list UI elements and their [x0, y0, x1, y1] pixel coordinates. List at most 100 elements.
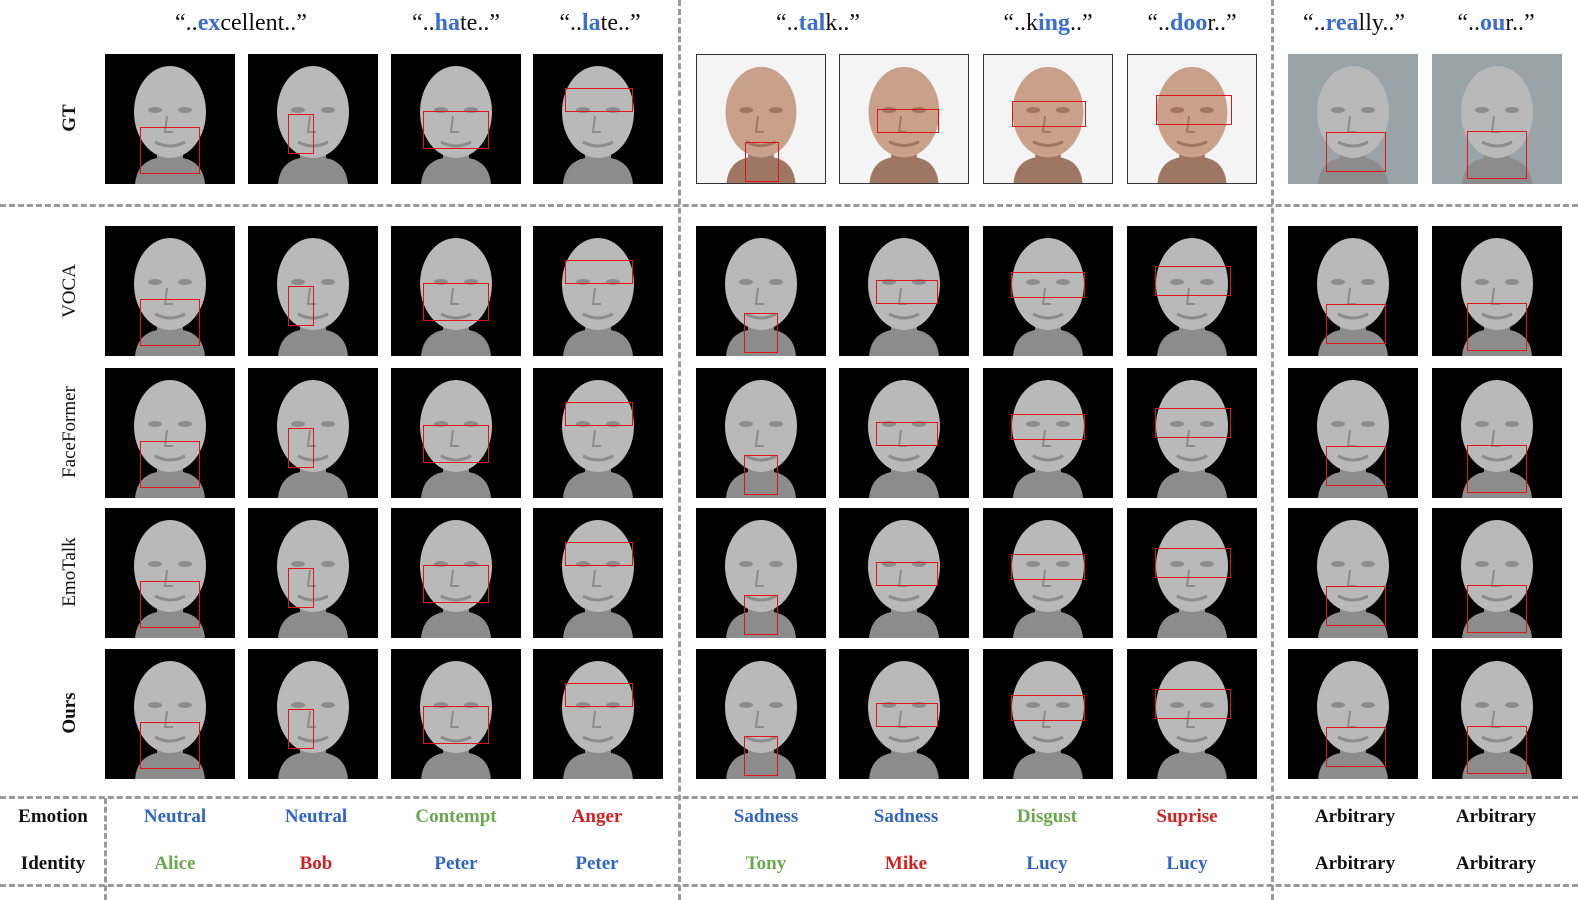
face-tile-faceformer-3 [391, 368, 521, 498]
highlighted-syllable: ex [197, 10, 221, 36]
face-tile-voca-3 [391, 226, 521, 356]
face-tile-ours-5 [696, 649, 826, 779]
highlight-box [1326, 304, 1386, 344]
highlight-box [140, 299, 200, 346]
highlight-box [423, 565, 489, 603]
divider-horizontal-bottom [0, 884, 1578, 887]
column-header-1: “..excellent..” [175, 10, 307, 36]
face-tile-ours-2 [248, 649, 378, 779]
face-tile-faceformer-7 [983, 368, 1113, 498]
highlight-box [565, 683, 633, 707]
row-label-gt: GT [59, 104, 80, 132]
face-tile-faceformer-8 [1127, 368, 1257, 498]
highlight-box [876, 280, 938, 304]
face-tile-emotalk-8 [1127, 508, 1257, 638]
face-tile-voca-1 [105, 226, 235, 356]
highlight-box [1326, 727, 1386, 767]
divider-vertical-2 [1271, 0, 1274, 900]
highlight-box [288, 709, 314, 749]
face-tile-emotalk-1 [105, 508, 235, 638]
highlight-box [1467, 445, 1527, 493]
emotion-cell-3: Contempt [415, 806, 497, 827]
face-tile-voca-2 [248, 226, 378, 356]
highlight-box [423, 706, 489, 744]
face-tile-voca-4 [533, 226, 663, 356]
emotion-cell-2: Neutral [284, 806, 348, 827]
highlight-box [423, 283, 489, 321]
face-tile-faceformer-1 [105, 368, 235, 498]
highlighted-syllable: ing [1037, 10, 1071, 36]
highlight-box [876, 422, 938, 446]
face-tile-ours-8 [1127, 649, 1257, 779]
divider-horizontal-footer [0, 796, 1578, 799]
highlight-box [876, 562, 938, 586]
identity-cell-1: Alice [154, 853, 196, 874]
highlight-box [565, 402, 633, 426]
highlight-box [1155, 408, 1231, 438]
face-tile-gt-7 [983, 54, 1113, 184]
face-tile-emotalk-4 [533, 508, 663, 638]
face-tile-ours-7 [983, 649, 1113, 779]
face-tile-emotalk-7 [983, 508, 1113, 638]
column-header-4: “..talk..” [776, 10, 860, 36]
highlight-box [565, 542, 633, 566]
face-tile-gt-4 [533, 54, 663, 184]
highlight-box [744, 313, 778, 353]
face-tile-emotalk-9 [1288, 508, 1418, 638]
face-tile-faceformer-10 [1432, 368, 1562, 498]
highlight-box [1012, 101, 1086, 127]
emotion-cell-6: Sadness [873, 806, 939, 827]
face-tile-faceformer-4 [533, 368, 663, 498]
highlight-box [140, 581, 200, 628]
highlighted-syllable: ou [1479, 10, 1506, 36]
highlight-box [140, 722, 200, 769]
emotion-cell-5: Sadness [733, 806, 799, 827]
identity-cell-6: Mike [884, 853, 928, 874]
highlight-box [744, 736, 778, 776]
highlight-box [423, 111, 489, 149]
identity-cell-7: Lucy [1026, 853, 1068, 874]
highlight-box [876, 703, 938, 727]
row-label-faceformer: FaceFormer [59, 386, 80, 478]
highlight-box [1467, 726, 1527, 774]
emotion-cell-1: Neutral [143, 806, 207, 827]
column-header-7: “..really..” [1303, 10, 1405, 36]
face-tile-ours-10 [1432, 649, 1562, 779]
face-tile-voca-9 [1288, 226, 1418, 356]
face-tile-voca-7 [983, 226, 1113, 356]
highlight-box [565, 260, 633, 284]
highlight-box [1011, 695, 1085, 721]
identity-cell-3: Peter [434, 853, 478, 874]
face-tile-voca-5 [696, 226, 826, 356]
identity-cell-8: Lucy [1166, 853, 1208, 874]
highlighted-syllable: la [582, 10, 601, 36]
row-label-emotalk: EmoTalk [59, 537, 80, 607]
highlight-box [1155, 266, 1231, 296]
face-tile-gt-2 [248, 54, 378, 184]
column-header-2: “..hate..” [412, 10, 500, 36]
emotion-cell-8: Suprise [1156, 806, 1218, 827]
identity-cell-9: Arbitrary [1314, 853, 1396, 874]
divider-vertical-1 [678, 0, 681, 900]
highlight-box [288, 568, 314, 608]
face-tile-ours-3 [391, 649, 521, 779]
row-label-ours: Ours [59, 692, 80, 734]
face-tile-ours-6 [839, 649, 969, 779]
emotion-cell-10: Arbitrary [1455, 806, 1537, 827]
face-tile-ours-4 [533, 649, 663, 779]
face-tile-faceformer-2 [248, 368, 378, 498]
highlighted-syllable: ha [434, 10, 461, 36]
face-tile-gt-5 [696, 54, 826, 184]
emotion-cell-4: Anger [571, 806, 623, 827]
highlight-box [1326, 586, 1386, 626]
identity-cell-2: Bob [299, 853, 333, 874]
highlight-box [288, 286, 314, 326]
highlight-box [1155, 689, 1231, 719]
highlight-box [744, 455, 778, 495]
highlight-box [877, 109, 939, 133]
highlight-box [288, 114, 314, 154]
face-tile-voca-6 [839, 226, 969, 356]
face-tile-faceformer-9 [1288, 368, 1418, 498]
face-tile-ours-9 [1288, 649, 1418, 779]
identity-cell-4: Peter [575, 853, 619, 874]
